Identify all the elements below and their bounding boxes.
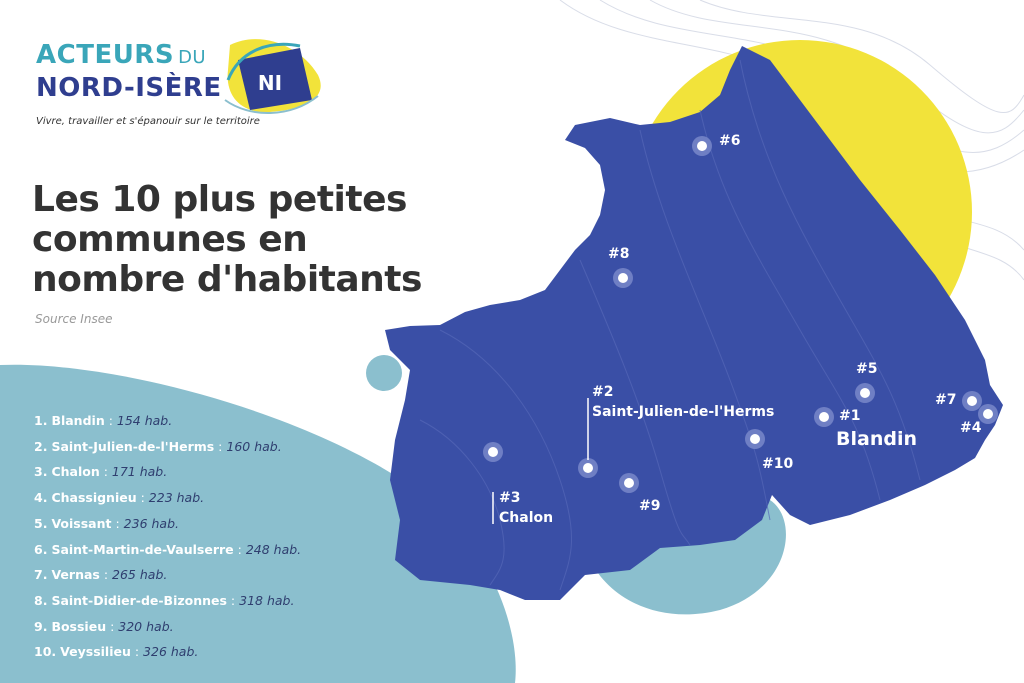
map-label-7: #7 xyxy=(935,392,957,408)
map-label-3-name: Chalon xyxy=(499,510,554,526)
population: 318 hab. xyxy=(239,592,295,608)
logo-word-acteurs: ACTEURS xyxy=(36,40,175,70)
marker-9 xyxy=(619,473,639,493)
logo-badge xyxy=(224,39,321,115)
marker-3 xyxy=(483,442,503,462)
population: 223 hab. xyxy=(148,490,205,506)
map-markers xyxy=(483,136,998,493)
rank-number: 3. xyxy=(34,464,48,480)
territory-map xyxy=(385,46,1003,600)
marker-6 xyxy=(692,136,712,156)
rank-number: 8. xyxy=(34,592,48,608)
logo-badge-text: NI xyxy=(258,71,282,95)
logo[interactable]: ACTEURS DU NORD-ISÈRE xyxy=(36,40,222,103)
source-note: Source Insee xyxy=(35,312,113,326)
list-item: 3. Chalon : 171 hab. xyxy=(34,464,168,480)
map-label-6: #6 xyxy=(719,133,741,149)
marker-2 xyxy=(578,458,598,478)
population: 265 hab. xyxy=(112,567,168,583)
list-item: 4. Chassignieu : 223 hab. xyxy=(34,490,205,506)
list-item: 5. Voissant : 236 hab. xyxy=(34,515,179,531)
list-item: 6. Saint-Martin-de-Vaulserre : 248 hab. xyxy=(34,541,302,557)
rank-number: 2. xyxy=(34,438,48,454)
marker-8 xyxy=(613,268,633,288)
map-label-2-rank: #2 xyxy=(592,384,614,400)
teal-dot xyxy=(366,355,402,391)
logo-line-1: ACTEURS DU xyxy=(36,40,222,73)
list-item: 10. Veyssilieu : 326 hab. xyxy=(34,644,199,660)
commune-name: Chassignieu xyxy=(51,490,137,506)
rank-number: 9. xyxy=(34,618,48,634)
marker-1 xyxy=(814,407,834,427)
commune-name: Blandin xyxy=(51,413,105,428)
population: 171 hab. xyxy=(111,464,168,480)
tagline: Vivre, travailler et s'épanouir sur le t… xyxy=(36,116,260,127)
marker-7 xyxy=(962,391,982,411)
rank-number: 10. xyxy=(34,644,57,660)
map-label-1-name: Blandin xyxy=(836,428,917,450)
commune-name: Bossieu xyxy=(51,618,107,634)
population: 236 hab. xyxy=(123,515,179,531)
ranking-list: 1. Blandin : 154 hab. 2. Saint-Julien-de… xyxy=(34,408,301,665)
population: 326 hab. xyxy=(143,644,199,660)
map-label-1-rank: #1 xyxy=(839,408,861,424)
rank-number: 6. xyxy=(34,541,48,557)
commune-name: Chalon xyxy=(51,464,100,480)
rank-number: 1. xyxy=(34,413,48,428)
population: 154 hab. xyxy=(116,413,173,428)
map-label-2-name: Saint-Julien-de-l'Herms xyxy=(592,404,775,420)
map-label-9: #9 xyxy=(639,498,661,514)
list-item: 8. Saint-Didier-de-Bizonnes : 318 hab. xyxy=(34,592,295,608)
commune-name: Saint-Martin-de-Vaulserre xyxy=(51,541,234,557)
marker-5 xyxy=(855,383,875,403)
population: 160 hab. xyxy=(226,438,282,454)
population: 320 hab. xyxy=(118,618,174,634)
logo-word-du: DU xyxy=(178,47,207,68)
rank-number: 4. xyxy=(34,490,48,506)
map-label-3-rank: #3 xyxy=(499,490,521,506)
map-label-8: #8 xyxy=(608,246,630,262)
map-contours xyxy=(419,59,921,591)
teal-panel xyxy=(0,364,516,683)
map-label-5: #5 xyxy=(856,361,878,377)
list-item: 7. Vernas : 265 hab. xyxy=(34,567,168,583)
rank-number: 7. xyxy=(34,567,48,583)
marker-4 xyxy=(978,404,998,424)
map-label-4: #4 xyxy=(960,420,982,436)
marker-10 xyxy=(745,429,765,449)
commune-name: Saint-Didier-de-Bizonnes xyxy=(51,592,227,608)
logo-line-2: NORD-ISÈRE xyxy=(36,73,222,103)
commune-name: Saint-Julien-de-l'Herms xyxy=(51,438,215,454)
rank-number: 5. xyxy=(34,515,48,531)
list-item: 9. Bossieu : 320 hab. xyxy=(34,618,174,634)
list-item: 2. Saint-Julien-de-l'Herms : 160 hab. xyxy=(34,438,282,454)
commune-name: Veyssilieu xyxy=(60,644,131,660)
population: 248 hab. xyxy=(245,541,302,557)
commune-name: Vernas xyxy=(51,567,100,583)
commune-name: Voissant xyxy=(51,515,112,531)
list-item: 1. Blandin : 154 hab. xyxy=(34,413,173,428)
page-title: Les 10 plus petites communes en nombre d… xyxy=(32,179,422,300)
map-label-10: #10 xyxy=(762,456,794,472)
